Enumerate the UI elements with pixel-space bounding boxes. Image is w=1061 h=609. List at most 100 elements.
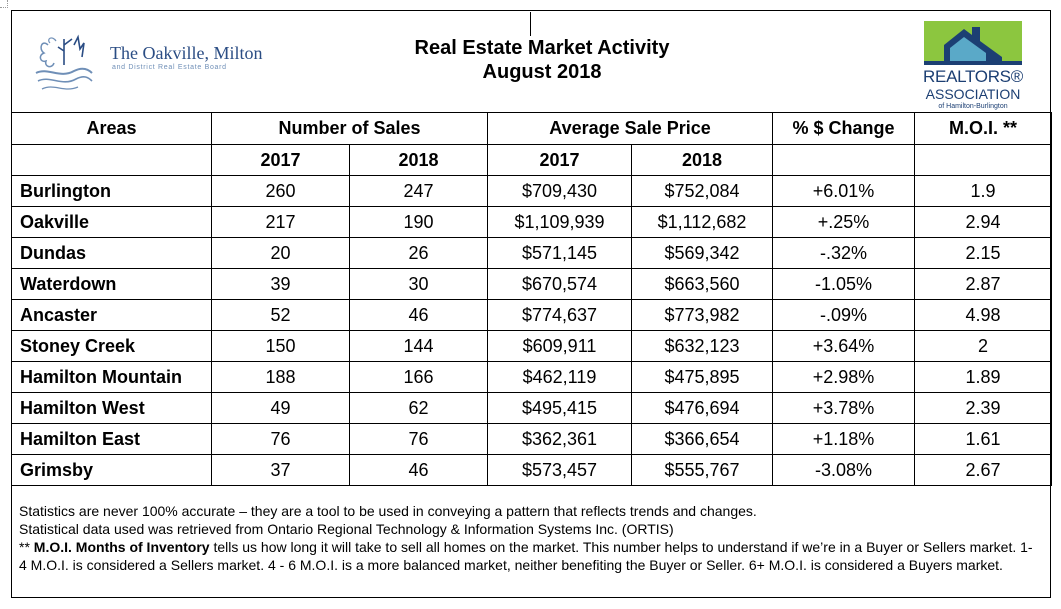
report-title-month: August 2018 [482,61,602,83]
cell-moi: 2.87 [914,268,1053,300]
table-row: Ancaster 52 46 $774,637 $773,982 -.09% 4.98 [11,299,1053,331]
subheader-sales-2017: 2017 [211,144,350,176]
cell-moi: 1.9 [914,175,1053,207]
cell-sales-2017: 188 [211,361,350,393]
footnote-moi-prefix: ** [19,539,34,555]
cell-sales-2018: 46 [348,454,489,486]
report-frame: The Oakville, Milton and District Real E… [11,10,1053,598]
cell-change: +3.78% [772,392,916,424]
subheader-empty-moi [914,144,1053,176]
cell-area: Dundas [11,237,212,269]
cell-price-2017: $670,574 [487,268,633,300]
cell-change: +3.64% [772,330,916,362]
cell-change: +1.18% [772,423,916,455]
subheader-price-2018: 2018 [631,144,774,176]
cell-area: Waterdown [11,268,212,300]
report-header: The Oakville, Milton and District Real E… [12,11,1050,113]
cell-sales-2018: 62 [348,392,489,424]
realtors-association-logo-icon [924,21,1022,65]
cell-moi: 4.98 [914,299,1053,331]
subheader-price-2017: 2017 [487,144,633,176]
oakville-board-name: The Oakville, Milton [110,43,263,63]
cell-sales-2018: 26 [348,237,489,269]
cell-price-2018: $773,982 [631,299,774,331]
cell-price-2017: $774,637 [487,299,633,331]
cell-moi: 2 [914,330,1053,362]
table-subheader-row: 2017 2018 2017 2018 [11,144,1053,176]
cell-area: Oakville [11,206,212,238]
cell-moi: 2.67 [914,454,1053,486]
subheader-sales-2018: 2018 [348,144,489,176]
footnote-moi-term: M.O.I. Months of Inventory [33,539,210,555]
col-header-percent-change: % $ Change [772,112,916,145]
cell-sales-2018: 76 [348,423,489,455]
oakville-board-subtitle: and District Real Estate Board [112,64,227,71]
cell-change: +2.98% [772,361,916,393]
table-row: Burlington 260 247 $709,430 $752,084 +6.01% 1.… [11,175,1053,207]
realtors-wordmark: REALTORS® [923,67,1023,86]
text-cursor-mark [530,12,531,36]
subheader-empty-areas [11,144,212,176]
realtors-association-logo: REALTORS® ASSOCIATION of Hamilton-Burlin… [918,21,1028,110]
cell-change: -3.08% [772,454,916,486]
cell-change: -1.05% [772,268,916,300]
col-header-areas: Areas [11,112,212,145]
table-row: Grimsby 37 46 $573,457 $555,767 -3.08% 2.67 [11,454,1053,486]
cell-sales-2018: 30 [348,268,489,300]
table-row: Hamilton West 49 62 $495,415 $476,694 +3.78% 2… [11,392,1053,424]
cell-price-2018: $632,123 [631,330,774,362]
cell-sales-2018: 144 [348,330,489,362]
cell-area: Stoney Creek [11,330,212,362]
cell-price-2017: $709,430 [487,175,633,207]
cell-moi: 1.61 [914,423,1053,455]
cell-change: +6.01% [772,175,916,207]
cell-price-2017: $495,415 [487,392,633,424]
footnote-source: Statistical data used was retrieved from… [19,521,674,537]
cell-area: Hamilton Mountain [11,361,212,393]
cell-sales-2017: 49 [211,392,350,424]
table-row: Hamilton East 76 76 $362,361 $366,654 +1.18% 1… [11,423,1053,455]
oakville-board-logo: The Oakville, Milton and District Real E… [34,31,304,101]
footnote-moi-definition: ** M.O.I. Months of Inventory tells us h… [19,538,1043,574]
cell-price-2017: $609,911 [487,330,633,362]
col-header-number-of-sales: Number of Sales [210,112,489,145]
cell-change: +.25% [772,206,916,238]
subheader-empty-change [772,144,916,176]
cell-sales-2017: 37 [211,454,350,486]
table-row: Hamilton Mountain 188 166 $462,119 $475,895 +… [11,361,1053,393]
cell-moi: 1.89 [914,361,1053,393]
report-title-line1: Real Estate Market Activity [414,37,670,59]
cell-sales-2017: 150 [211,330,350,362]
cell-sales-2017: 20 [211,237,350,269]
cell-moi: 2.15 [914,237,1053,269]
cell-sales-2017: 39 [211,268,350,300]
page-corner-marker [0,0,8,8]
cell-area: Hamilton West [11,392,212,424]
cell-moi: 2.39 [914,392,1053,424]
cell-sales-2017: 260 [211,175,350,207]
cell-price-2017: $1,109,939 [487,206,633,238]
cell-sales-2018: 247 [348,175,489,207]
cell-price-2017: $462,119 [487,361,633,393]
cell-area: Burlington [11,175,212,207]
col-header-moi: M.O.I. ** [914,112,1053,145]
oakville-board-logo-icon [35,34,93,90]
cell-price-2017: $571,145 [487,237,633,269]
cell-price-2018: $476,694 [631,392,774,424]
cell-price-2018: $555,767 [631,454,774,486]
footnote-accuracy: Statistics are never 100% accurate – the… [19,503,757,519]
cell-sales-2018: 166 [348,361,489,393]
market-activity-table: Areas Number of Sales Average Sale Price… [11,112,1053,486]
cell-price-2018: $1,112,682 [631,206,774,238]
table-row: Waterdown 39 30 $670,574 $663,560 -1.05% 2.87 [11,268,1053,300]
cell-price-2018: $569,342 [631,237,774,269]
cell-area: Grimsby [11,454,212,486]
table-row: Stoney Creek 150 144 $609,911 $632,123 +3.64%… [11,330,1053,362]
cell-sales-2018: 190 [348,206,489,238]
report-title: Real Estate Market Activity August 2018 [342,36,742,84]
cell-price-2017: $573,457 [487,454,633,486]
table-row: Dundas 20 26 $571,145 $569,342 -.32% 2.15 [11,237,1053,269]
table-row: Oakville 217 190 $1,109,939 $1,112,682 +.25% 2… [11,206,1053,238]
cell-price-2018: $663,560 [631,268,774,300]
footnote: Statistics are never 100% accurate – the… [19,502,1043,574]
